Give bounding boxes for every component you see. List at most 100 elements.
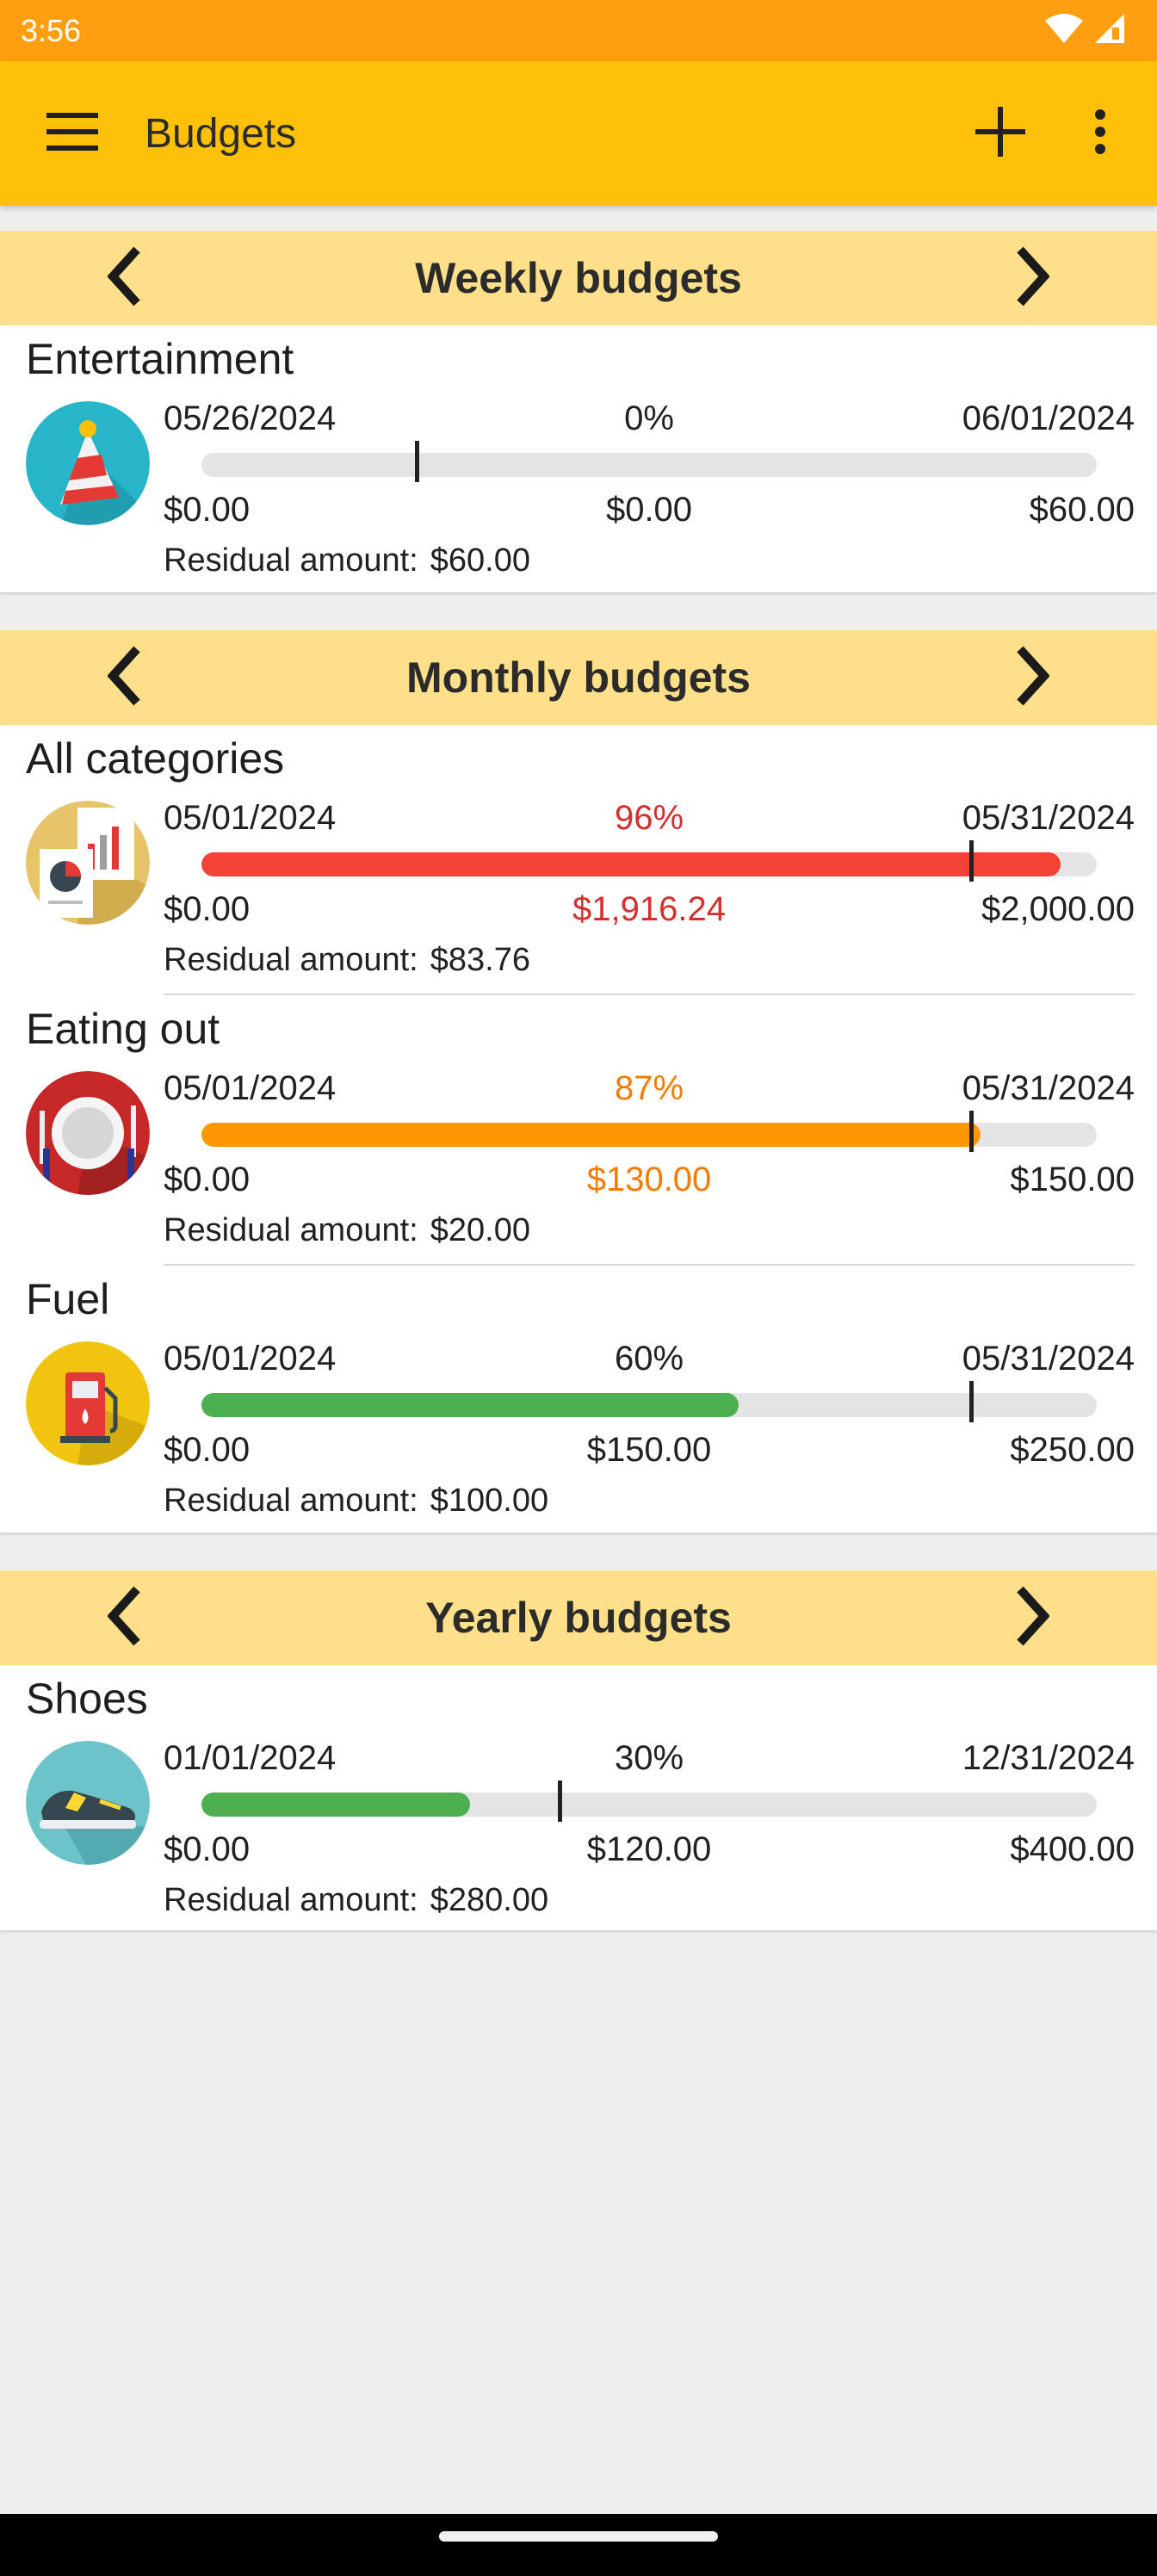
max-amount: $250.00 [1010, 1431, 1135, 1469]
progress-fill [201, 1123, 981, 1147]
next-period-button[interactable] [985, 231, 1080, 325]
min-amount: $0.00 [164, 1830, 251, 1868]
more-options-button[interactable] [1059, 92, 1142, 175]
progress-bar [201, 1123, 1097, 1147]
next-period-button[interactable] [985, 1570, 1080, 1665]
time-marker [969, 1381, 974, 1422]
add-budget-button[interactable] [959, 92, 1042, 175]
next-period-button[interactable] [985, 630, 1080, 725]
budget-item[interactable]: Eating out 05/01/2024 87% 05/31/2024 $0.… [0, 995, 1157, 1266]
budget-item[interactable]: All categories 05/01/2024 96% 05/31/2024… [0, 725, 1157, 995]
progress-bar [201, 453, 1097, 477]
end-date: 06/01/2024 [962, 399, 1135, 437]
chevron-left-icon [107, 646, 142, 710]
divider [164, 1264, 1135, 1266]
residual-label: Residual amount: [164, 942, 418, 978]
add-icon [975, 106, 1025, 161]
min-amount: $0.00 [164, 1431, 251, 1469]
end-date: 05/31/2024 [962, 1069, 1135, 1107]
progress-bar [201, 1393, 1097, 1417]
residual-label: Residual amount: [164, 1483, 418, 1519]
budget-name: All categories [26, 734, 285, 783]
progress-fill [201, 852, 1061, 876]
percent-used: 87% [614, 1069, 684, 1107]
percent-used: 0% [624, 399, 674, 437]
fuel-pump-icon [26, 1341, 150, 1465]
budget-card-weekly: Entertainment 05/26/2024 0% 06/01/2024 $… [0, 325, 1157, 592]
budget-card-monthly: All categories 05/01/2024 96% 05/31/2024… [0, 725, 1157, 1533]
chevron-right-icon [1015, 646, 1050, 710]
progress-bar [201, 1793, 1097, 1817]
residual-label: Residual amount: [164, 542, 418, 579]
menu-button[interactable] [36, 97, 108, 170]
residual-amount: $20.00 [430, 1212, 530, 1248]
residual: Residual amount: $60.00 [164, 542, 530, 579]
max-amount: $150.00 [1010, 1161, 1135, 1198]
residual: Residual amount: $100.00 [164, 1483, 548, 1520]
progress-bar [201, 852, 1097, 876]
sneaker-icon [26, 1741, 150, 1865]
percent-used: 96% [614, 799, 684, 837]
budget-item[interactable]: Entertainment 05/26/2024 0% 06/01/2024 $… [0, 325, 1157, 596]
party-hat-icon [26, 401, 150, 525]
chevron-right-icon [1015, 246, 1050, 311]
residual-amount: $280.00 [430, 1882, 549, 1918]
residual-label: Residual amount: [164, 1882, 418, 1918]
section-header-yearly: Yearly budgets [0, 1570, 1157, 1665]
time-marker [969, 840, 974, 882]
budget-name: Fuel [26, 1275, 110, 1323]
residual-label: Residual amount: [164, 1212, 418, 1248]
max-amount: $60.00 [1029, 491, 1135, 529]
section-header-weekly: Weekly budgets [0, 231, 1157, 325]
end-date: 05/31/2024 [962, 799, 1135, 837]
start-date: 05/26/2024 [164, 399, 337, 437]
budget-name: Shoes [26, 1675, 148, 1723]
previous-period-button[interactable] [77, 1570, 172, 1665]
section-title: Weekly budgets [415, 254, 742, 302]
chevron-left-icon [107, 1586, 142, 1650]
more-vert-icon [1094, 108, 1106, 159]
budget-item[interactable]: Shoes 01/01/2024 30% 12/31/2024 $0.00 $1… [0, 1665, 1157, 1935]
progress-fill [201, 1393, 739, 1417]
previous-period-button[interactable] [77, 630, 172, 725]
cellular-signal-icon [1095, 14, 1124, 47]
budget-name: Entertainment [26, 335, 294, 383]
spent-amount: $1,916.24 [572, 890, 726, 928]
menu-icon [46, 112, 98, 155]
min-amount: $0.00 [164, 1161, 251, 1198]
dining-plate-icon [26, 1071, 150, 1195]
section-title: Monthly budgets [406, 653, 751, 702]
divider [164, 994, 1135, 995]
home-gesture-handle[interactable] [439, 2531, 718, 2542]
section-header-monthly: Monthly budgets [0, 630, 1157, 725]
budget-name: Eating out [26, 1005, 220, 1053]
start-date: 05/01/2024 [164, 1340, 337, 1378]
residual: Residual amount: $20.00 [164, 1212, 530, 1249]
residual-amount: $60.00 [430, 542, 530, 579]
system-nav-bar [0, 2514, 1157, 2576]
wifi-icon [1045, 14, 1083, 47]
residual: Residual amount: $280.00 [164, 1882, 548, 1919]
min-amount: $0.00 [164, 890, 251, 928]
percent-used: 60% [614, 1340, 684, 1378]
budget-item[interactable]: Fuel 05/01/2024 60% 05/31/2024 $0.00 $15… [0, 1266, 1157, 1536]
reports-icon [26, 801, 150, 925]
spent-amount: $130.00 [586, 1161, 712, 1198]
app-bar: Budgets [0, 61, 1157, 206]
spent-amount: $150.00 [586, 1431, 712, 1469]
percent-used: 30% [614, 1739, 684, 1777]
end-date: 12/31/2024 [962, 1739, 1135, 1777]
spent-amount: $0.00 [605, 491, 693, 529]
max-amount: $2,000.00 [981, 890, 1135, 928]
status-icons [1045, 14, 1124, 47]
time-marker [558, 1780, 562, 1822]
page-title: Budgets [145, 110, 297, 157]
start-date: 05/01/2024 [164, 1069, 337, 1107]
residual-amount: $83.76 [430, 942, 530, 978]
chevron-left-icon [107, 246, 142, 311]
status-bar: 3:56 [0, 0, 1157, 61]
section-title: Yearly budgets [425, 1594, 732, 1642]
chevron-right-icon [1015, 1586, 1050, 1650]
previous-period-button[interactable] [77, 231, 172, 325]
status-time: 3:56 [21, 12, 82, 48]
